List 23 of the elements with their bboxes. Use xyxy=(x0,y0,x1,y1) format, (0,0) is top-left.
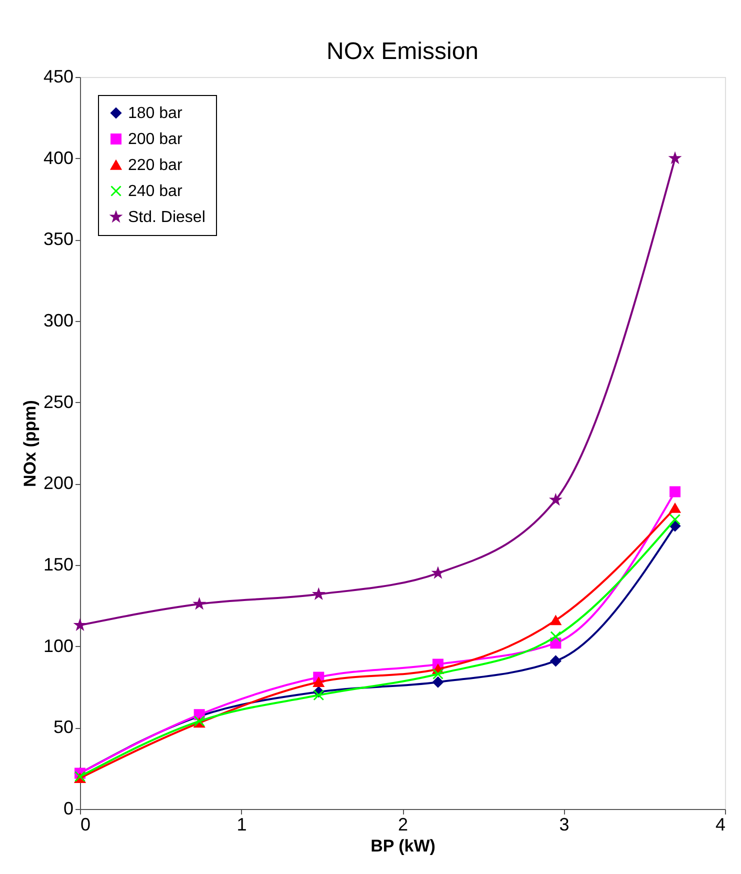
y-tick-label: 150 xyxy=(43,554,74,574)
x-tick-label: 4 xyxy=(715,814,726,834)
y-tick-label: 50 xyxy=(53,717,74,738)
y-tick-label: 0 xyxy=(63,798,74,818)
y-tick-label: 200 xyxy=(43,473,74,494)
y-tick-label: 350 xyxy=(43,229,74,250)
y-axis-title: NOx (ppm) xyxy=(20,400,40,487)
x-tick-label: 2 xyxy=(398,814,408,834)
chart-title: NOx Emission xyxy=(326,38,479,65)
legend-label: Std. Diesel xyxy=(128,209,206,226)
legend-label: 240 bar xyxy=(128,183,183,200)
y-tick-label: 300 xyxy=(43,310,74,330)
x-tick-label: 0 xyxy=(80,814,91,834)
y-tick-label: 450 xyxy=(43,66,74,86)
y-tick-label: 400 xyxy=(43,148,74,168)
y-tick-label: 250 xyxy=(43,392,74,412)
legend-label: 200 bar xyxy=(128,131,183,148)
y-tick-label: 100 xyxy=(43,636,74,656)
legend-label: 180 bar xyxy=(128,105,183,122)
x-tick-label: 3 xyxy=(559,814,570,834)
x-axis-title: BP (kW) xyxy=(370,836,436,856)
legend-label: 220 bar xyxy=(128,157,183,174)
x-tick-label: 1 xyxy=(236,814,247,834)
